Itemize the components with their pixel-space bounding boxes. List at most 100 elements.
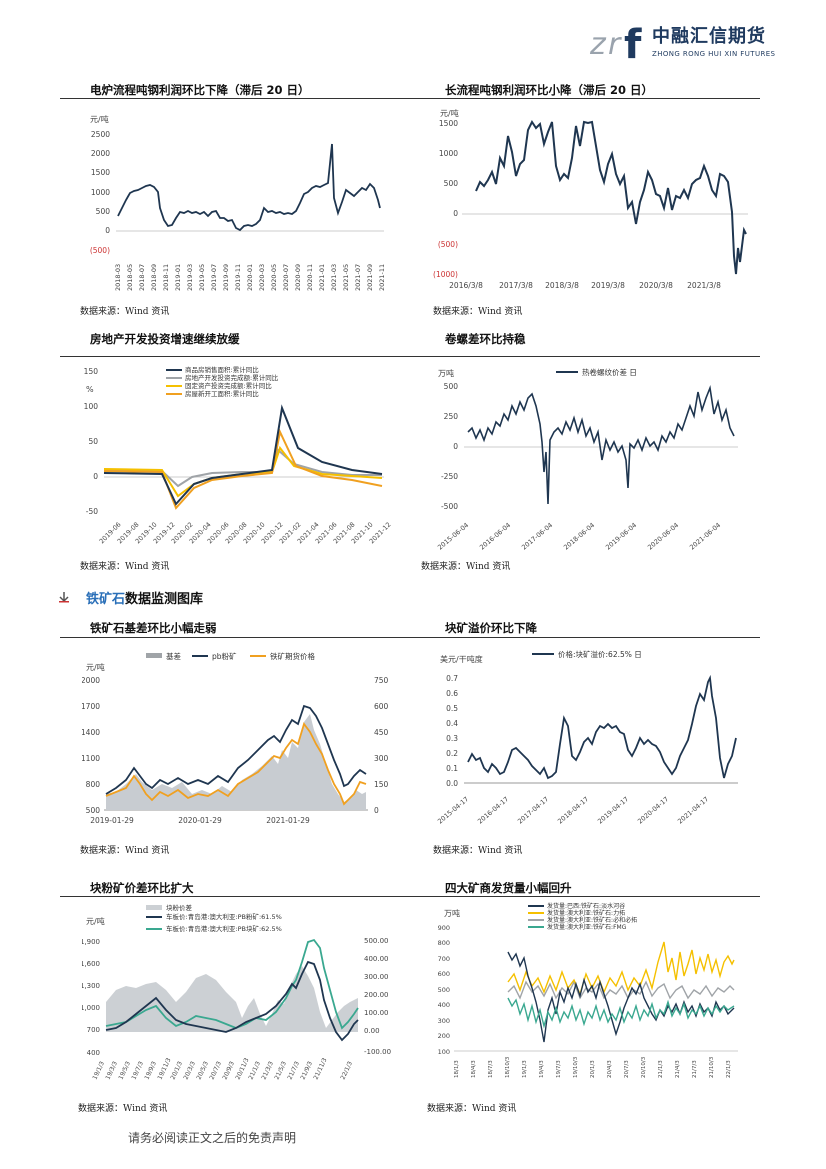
y-tick: 1400 xyxy=(82,728,100,737)
x-tick: 2019-05 xyxy=(198,264,206,291)
arrow-bullet-icon xyxy=(59,592,69,603)
chart5-pb-line xyxy=(105,704,367,795)
chart8-miner-shipments: 发货量:巴西:铁矿石:淡水河谷 发货量:澳大利亚:铁矿石:力拓 发货量:澳大利亚… xyxy=(438,902,738,1078)
chart5-unit: 元/吨 xyxy=(86,662,105,672)
chart7-xaxis: 19/1/3 19/3/3 19/5/3 19/7/3 19/9/3 19/11… xyxy=(91,1057,354,1081)
chart6-series-line xyxy=(467,674,737,780)
legend-label: 车板价:青岛港:澳大利亚:PB粉矿:61.5% xyxy=(166,912,282,921)
x-tick: 2020-03 xyxy=(258,264,266,291)
x-tick: 2016-04-17 xyxy=(476,795,510,825)
chart7-spread-area xyxy=(106,966,358,1032)
chart4-unit: 万吨 xyxy=(438,368,454,378)
chart6-lump-premium: 价格:块矿溢价:62.5% 日 美元/干吨度 0.7 0.6 0.5 0.4 0… xyxy=(436,649,738,826)
row2-rule xyxy=(60,356,760,357)
chart5-yaxis: 2000 1700 1400 1100 800 500 xyxy=(82,676,100,815)
y-tick: 0.5 xyxy=(446,704,458,713)
x-tick: 18/1/3 xyxy=(454,1060,460,1078)
chart6-legend-label: 价格:块矿溢价:62.5% 日 xyxy=(558,649,642,659)
x-tick: 2020-09 xyxy=(294,264,302,291)
x-tick: 2018-03 xyxy=(114,264,122,291)
chart3-yaxis: 150 100 50 0 -50 xyxy=(84,367,99,516)
chart3-series-orange xyxy=(103,428,383,510)
x-tick: 2016-06-04 xyxy=(478,521,512,551)
x-tick: 2017/3/8 xyxy=(499,281,533,290)
chart6-xaxis: 2015-04-17 2016-04-17 2017-04-17 2018-04… xyxy=(436,795,710,825)
legend-label: 固定资产投资完成额:累计同比 xyxy=(185,381,272,390)
chart6-title: 块矿溢价环比下降 xyxy=(445,621,537,635)
y2-tick: 500.00 xyxy=(364,937,389,945)
chart5-basis-area xyxy=(106,714,366,810)
x-tick: 2019-11 xyxy=(234,264,242,291)
x-tick: 2015-04-17 xyxy=(436,795,470,825)
y-tick: 500 xyxy=(444,382,459,391)
y-tick: 2000 xyxy=(91,149,110,158)
y-tick: (500) xyxy=(90,246,110,255)
chart4-yaxis: 500 250 0 -250 -500 xyxy=(441,382,458,511)
x-tick: 2015-06-04 xyxy=(436,521,470,551)
y-tick: 0.6 xyxy=(446,689,458,698)
x-tick: 2021-11 xyxy=(378,264,386,291)
legend-label: 基差 xyxy=(166,651,181,661)
chart8-bhp-line xyxy=(507,980,735,1000)
chart4-xaxis: 2015-06-04 2016-06-04 2017-06-04 2018-06… xyxy=(436,521,722,551)
y-tick: 500 xyxy=(444,179,459,188)
y-tick: 900 xyxy=(438,924,450,932)
disclaimer-footer: 请务必阅读正文之后的免责声明 xyxy=(128,1131,297,1145)
y-tick: 0.4 xyxy=(446,719,458,728)
y-tick: 1000 xyxy=(91,188,110,197)
chart4-legend-label: 热卷螺纹价差 日 xyxy=(582,367,637,377)
y-tick: 0.1 xyxy=(446,764,458,773)
source-note: 数据来源：Wind 资讯 xyxy=(433,307,523,317)
y-tick: 700 xyxy=(438,955,450,963)
row1-rule xyxy=(60,98,760,99)
source-note: 数据来源：Wind 资讯 xyxy=(427,1104,517,1114)
legend-label: pb粉矿 xyxy=(212,651,237,661)
y-tick: 1500 xyxy=(439,119,458,128)
legend-label: 房屋新开工面积:累计同比 xyxy=(185,389,259,398)
y-tick: 0.7 xyxy=(446,674,458,683)
x-tick: 2020-07 xyxy=(282,264,290,291)
chart7-pb-fines-line xyxy=(105,960,359,1042)
chart3-real-estate-investment: 商品房销售面积:累计同比 房地产开发投资完成额:累计同比 固定资产投资完成额:累… xyxy=(84,365,393,546)
x-tick: 2019-01-29 xyxy=(90,816,134,825)
y-tick: 1000 xyxy=(439,149,458,158)
y-tick: (500) xyxy=(438,240,458,249)
chart8-xaxis: 18/1/3 18/4/3 18/7/3 18/10/3 19/1/3 19/4… xyxy=(454,1056,732,1078)
y2-tick: 200.00 xyxy=(364,991,389,999)
chart7-yaxis: 1,900 1,600 1,300 1,000 700 400 xyxy=(82,938,100,1057)
y-tick: 50 xyxy=(88,437,98,446)
x-tick: 19/7/3 xyxy=(556,1060,562,1078)
y-tick: 500 xyxy=(86,806,101,815)
chart7-pb-lump-line xyxy=(105,938,359,1030)
chart2-yaxis: 1500 1000 500 0 (500) (1000) xyxy=(433,119,458,279)
y-tick: 1100 xyxy=(82,754,100,763)
x-tick: 20/1/3 xyxy=(590,1060,596,1078)
y-tick: 600 xyxy=(438,970,450,978)
chart2-long-process-profit: 元/吨 1500 1000 500 0 (500) (1000) 2016/3/… xyxy=(433,108,748,290)
chart3-xaxis: 2019-06 2019-08 2019-10 2019-12 2020-02 … xyxy=(98,521,393,546)
x-tick: 18/7/3 xyxy=(488,1060,494,1078)
chart3-series-gray xyxy=(103,448,382,488)
chart2-unit: 元/吨 xyxy=(440,108,459,118)
chart7-unit: 元/吨 xyxy=(86,916,105,926)
chart1-series-line xyxy=(117,143,381,232)
x-tick: 21/4/3 xyxy=(675,1060,681,1078)
y-tick: 2500 xyxy=(91,130,110,139)
chart3-legend: 商品房销售面积:累计同比 房地产开发投资完成额:累计同比 固定资产投资完成额:累… xyxy=(166,365,279,398)
y-tick: 0.3 xyxy=(446,734,458,743)
row4-rule xyxy=(60,896,760,897)
x-tick: 2019-09 xyxy=(222,264,230,291)
x-tick: 19/1/3 xyxy=(522,1060,528,1078)
y-tick: 2000 xyxy=(82,676,100,685)
chart5-futures-line xyxy=(105,722,367,806)
chart1-yaxis: 2500 2000 1500 1000 500 0 (500) xyxy=(90,130,110,255)
chart8-unit: 万吨 xyxy=(444,908,460,918)
chart8-title: 四大矿商发货量小幅回升 xyxy=(445,881,572,895)
company-name-en: ZHONG RONG HUI XIN FUTURES xyxy=(652,50,776,58)
source-note: 数据来源：Wind 资讯 xyxy=(78,1104,168,1114)
legend-label: 房地产开发投资完成额:累计同比 xyxy=(185,373,279,382)
x-tick: 18/4/3 xyxy=(471,1060,477,1078)
chart3-series-navy xyxy=(103,404,383,506)
y-tick: 100 xyxy=(438,1048,450,1056)
chart5-xaxis: 2019-01-29 2020-01-29 2021-01-29 xyxy=(90,816,310,825)
